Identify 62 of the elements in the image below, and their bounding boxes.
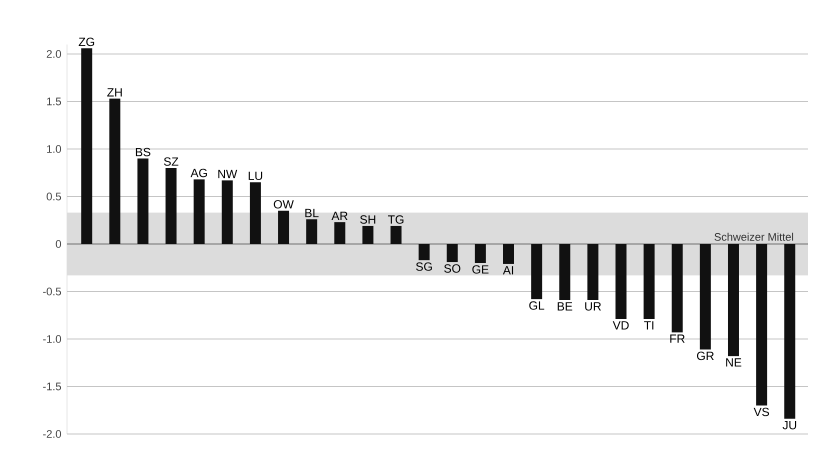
y-tick-label: 1.5 xyxy=(47,98,62,106)
bar xyxy=(194,179,205,244)
x-tick-label: VS xyxy=(754,408,770,416)
y-tick-label: -1.0 xyxy=(43,335,62,343)
bar xyxy=(137,158,148,244)
x-tick-label: BL xyxy=(305,208,319,218)
bar xyxy=(306,219,318,244)
bar xyxy=(222,180,233,244)
bar xyxy=(334,222,346,244)
y-tick-label: -1.5 xyxy=(43,382,62,390)
bar xyxy=(784,244,796,419)
bar xyxy=(418,244,430,260)
y-tick-label: 1.0 xyxy=(47,145,62,153)
band-label: Schweizer Mittel xyxy=(714,232,794,241)
x-tick-label: TI xyxy=(644,321,654,330)
bar xyxy=(474,244,486,263)
x-tick-label: LU xyxy=(248,172,262,180)
x-tick-label: GE xyxy=(472,265,489,274)
x-tick-label: AR xyxy=(331,212,348,220)
x-tick-label: VD xyxy=(612,321,629,330)
bar xyxy=(644,244,655,320)
x-tick-label: AG xyxy=(190,168,207,178)
x-tick-label: ZH xyxy=(107,88,122,96)
x-tick-label: SG xyxy=(416,262,432,271)
bar xyxy=(390,226,402,244)
y-tick-label: -2.0 xyxy=(43,430,62,438)
x-tick-label: SZ xyxy=(164,157,178,166)
x-tick-label: UR xyxy=(585,302,601,311)
bar xyxy=(587,244,598,300)
bar xyxy=(278,210,290,244)
x-tick-label: SH xyxy=(360,215,376,224)
bar xyxy=(166,168,177,244)
x-tick-label: SO xyxy=(444,264,460,273)
bar xyxy=(362,226,374,244)
bar xyxy=(672,244,683,332)
x-tick-label: NE xyxy=(726,358,742,367)
bar xyxy=(559,244,570,300)
y-tick-label: 0 xyxy=(56,240,62,248)
bar xyxy=(728,244,739,356)
bar xyxy=(531,244,542,300)
x-tick-label: GR xyxy=(696,352,714,360)
bar xyxy=(700,244,711,350)
x-tick-label: OW xyxy=(274,200,294,209)
bar xyxy=(503,244,514,264)
x-tick-label: TG xyxy=(388,215,404,224)
x-tick-label: BE xyxy=(558,302,572,310)
y-tick-label: 2.0 xyxy=(46,50,62,58)
bar xyxy=(81,48,92,244)
bar xyxy=(616,244,626,320)
x-tick-label: NW xyxy=(218,170,238,178)
x-tick-label: JU xyxy=(782,421,796,430)
y-tick-label: 0.5 xyxy=(46,192,62,200)
bar xyxy=(756,244,768,406)
x-tick-label: GL xyxy=(529,301,544,310)
x-tick-label: AI xyxy=(502,266,514,274)
bar xyxy=(446,244,458,262)
x-tick-label: FR xyxy=(670,334,685,343)
bar xyxy=(250,182,261,244)
x-tick-label: BS xyxy=(136,148,150,156)
bar xyxy=(109,98,120,244)
x-tick-label: ZG xyxy=(78,38,94,46)
y-tick-label: -0.5 xyxy=(43,288,62,296)
